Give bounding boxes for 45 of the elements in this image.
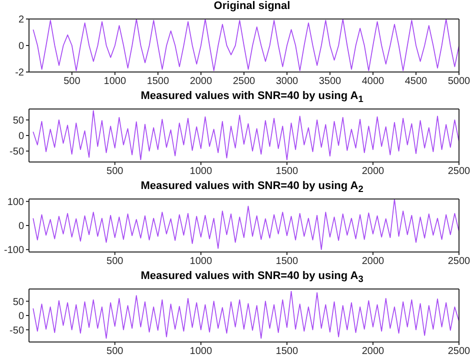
chart-title: Measured values with SNR=40 by using A$_{2}$ [140, 180, 364, 194]
x-tick-label: 5000 [448, 76, 471, 88]
x-tick-label: 2500 [448, 166, 471, 178]
line-series [32, 19, 459, 72]
chart-title: Original signal [212, 0, 292, 12]
x-tick-label: 500 [106, 346, 124, 358]
chart-title: Measured values with SNR=40 by using A$_{3}$ [140, 270, 364, 284]
x-tick-label: 1500 [146, 76, 170, 88]
x-tick-label: 2000 [190, 76, 213, 88]
x-tick-label: 500 [106, 256, 124, 268]
y-tick-label: -50 [10, 325, 24, 336]
x-tick-label: 3000 [276, 76, 299, 88]
y-tick-label: 0 [18, 41, 24, 52]
x-tick-label: 2500 [232, 76, 256, 88]
line-series [32, 290, 459, 339]
x-tick-label: 1500 [276, 256, 298, 268]
x-tick-label: 2000 [362, 256, 385, 268]
y-tick-label: 2 [18, 14, 24, 26]
y-tick-label: 0 [18, 311, 24, 322]
y-tick-label: 0 [18, 131, 24, 142]
x-tick-label: 3500 [318, 76, 342, 88]
x-tick-label: 500 [106, 166, 124, 178]
x-tick-label: 500 [64, 76, 81, 88]
x-tick-label: 1000 [190, 166, 212, 178]
x-tick-label: 4000 [362, 76, 385, 88]
x-tick-label: 2500 [448, 346, 471, 358]
x-tick-label: 2000 [362, 166, 385, 178]
line-series [32, 110, 459, 160]
y-tick-label: 50 [12, 296, 24, 308]
x-tick-label: 1000 [190, 256, 212, 268]
chart-title: Measured values with SNR=40 by using A$_{1}$ [140, 90, 364, 104]
x-tick-label: 1500 [276, 346, 298, 358]
x-tick-label: 4500 [404, 76, 428, 88]
x-tick-label: 2500 [448, 256, 471, 268]
x-tick-label: 1500 [276, 166, 298, 178]
line-series [32, 199, 459, 250]
y-tick-label: 0 [18, 221, 24, 232]
x-tick-label: 1000 [104, 76, 126, 88]
y-tick-label: 50 [12, 115, 24, 126]
y-tick-label: -2 [15, 68, 24, 79]
y-tick-label: -50 [10, 146, 24, 158]
y-tick-label: 100 [7, 196, 24, 208]
x-tick-label: 1000 [190, 346, 212, 358]
y-tick-label: -100 [4, 245, 24, 256]
x-tick-label: 2000 [362, 346, 385, 358]
